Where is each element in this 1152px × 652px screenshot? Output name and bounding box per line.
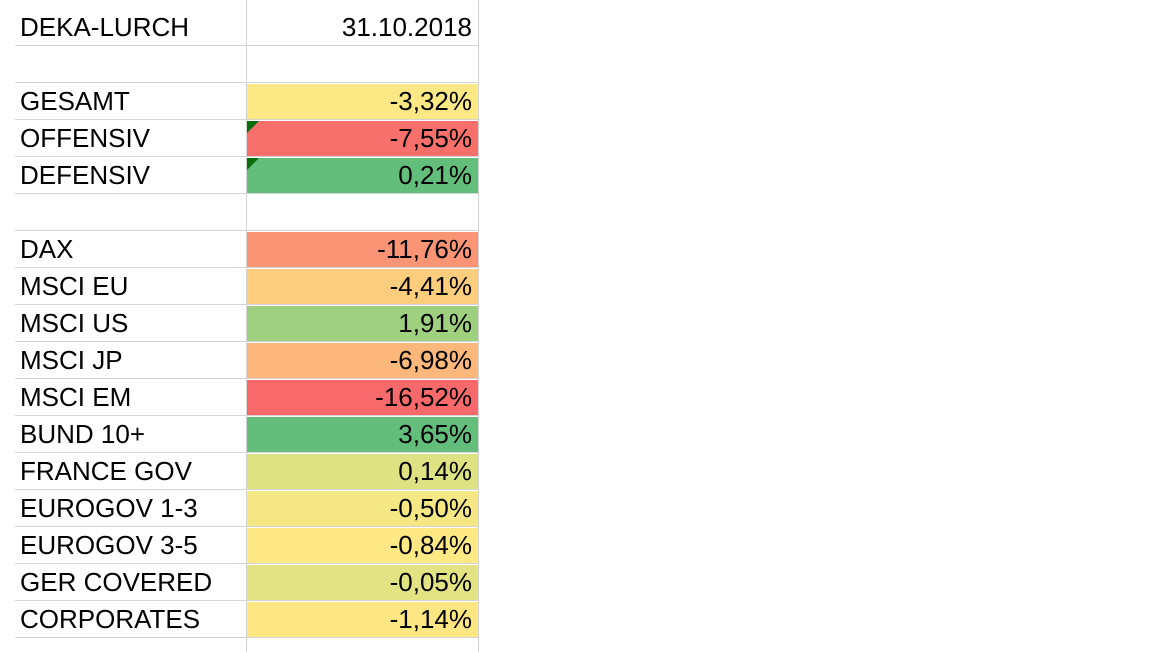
column-gridline bbox=[246, 0, 247, 652]
table-row: FRANCE GOV 0,14% bbox=[0, 453, 478, 490]
row-label-cell[interactable]: EUROGOV 1-3 bbox=[20, 493, 198, 523]
date-cell[interactable]: 31.10.2018 bbox=[341, 12, 472, 42]
comment-indicator-icon bbox=[247, 121, 259, 133]
row-value-cell[interactable]: 0,14% bbox=[247, 454, 478, 489]
comment-indicator-icon bbox=[247, 158, 259, 170]
row-value-cell[interactable]: -6,98% bbox=[247, 343, 478, 378]
row-value-cell[interactable]: -16,52% bbox=[247, 380, 478, 415]
row-value-cell[interactable]: -11,76% bbox=[247, 232, 478, 267]
table-row: MSCI US 1,91% bbox=[0, 305, 478, 342]
empty-row bbox=[0, 194, 478, 231]
table-row: MSCI JP -6,98% bbox=[0, 342, 478, 379]
summary-row-offensiv: OFFENSIV -7,55% bbox=[0, 120, 478, 157]
column-gridline bbox=[478, 0, 479, 652]
row-label-cell[interactable]: DAX bbox=[20, 234, 74, 264]
row-label-cell[interactable]: GESAMT bbox=[20, 86, 130, 116]
table-row: EUROGOV 1-3 -0,50% bbox=[0, 490, 478, 527]
row-label-cell[interactable]: BUND 10+ bbox=[20, 419, 145, 449]
row-value-cell[interactable]: -0,50% bbox=[247, 491, 478, 526]
row-label-cell[interactable]: MSCI EM bbox=[20, 382, 132, 412]
row-value-cell[interactable]: 3,65% bbox=[247, 417, 478, 452]
row-label-cell[interactable]: DEFENSIV bbox=[20, 160, 151, 190]
table-row: GER COVERED -0,05% bbox=[0, 564, 478, 601]
table-row: DAX -11,76% bbox=[0, 231, 478, 268]
empty-row bbox=[0, 46, 478, 83]
table-row: MSCI EM -16,52% bbox=[0, 379, 478, 416]
summary-row-gesamt: GESAMT -3,32% bbox=[0, 83, 478, 120]
row-value-cell[interactable]: -7,55% bbox=[247, 121, 478, 156]
summary-row-defensiv: DEFENSIV 0,21% bbox=[0, 157, 478, 194]
row-value-cell[interactable]: 0,21% bbox=[247, 158, 478, 193]
cell-value-text: -7,55% bbox=[389, 123, 472, 153]
row-label-cell[interactable]: CORPORATES bbox=[20, 604, 201, 634]
table-row: CORPORATES -1,14% bbox=[0, 601, 478, 638]
row-value-cell[interactable]: -3,32% bbox=[247, 84, 478, 119]
sheet-name-cell[interactable]: DEKA-LURCH bbox=[20, 12, 190, 42]
row-value-cell[interactable]: -0,84% bbox=[247, 528, 478, 563]
row-label-cell[interactable]: GER COVERED bbox=[20, 567, 213, 597]
row-label-cell[interactable]: EUROGOV 3-5 bbox=[20, 530, 198, 560]
row-label-cell[interactable]: MSCI EU bbox=[20, 271, 129, 301]
row-label-cell[interactable]: MSCI US bbox=[20, 308, 129, 338]
header-row: DEKA-LURCH 31.10.2018 bbox=[0, 9, 478, 46]
row-value-cell[interactable]: -4,41% bbox=[247, 269, 478, 304]
row-label-cell[interactable]: FRANCE GOV bbox=[20, 456, 192, 486]
row-label-cell[interactable]: OFFENSIV bbox=[20, 123, 151, 153]
cell-value-text: 0,21% bbox=[398, 160, 472, 190]
row-value-cell[interactable]: -1,14% bbox=[247, 602, 478, 637]
row-label-cell[interactable]: MSCI JP bbox=[20, 345, 123, 375]
row-value-cell[interactable]: 1,91% bbox=[247, 306, 478, 341]
row-value-cell[interactable]: -0,05% bbox=[247, 565, 478, 600]
table-row: EUROGOV 3-5 -0,84% bbox=[0, 527, 478, 564]
table-row: BUND 10+ 3,65% bbox=[0, 416, 478, 453]
table-row: MSCI EU -4,41% bbox=[0, 268, 478, 305]
